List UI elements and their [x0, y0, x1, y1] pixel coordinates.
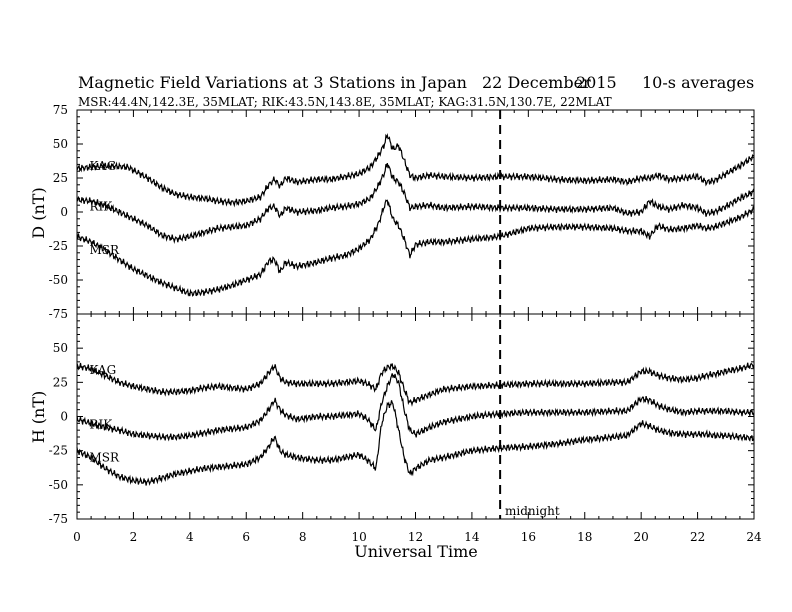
h-ytick-label: -25 — [49, 444, 68, 458]
d-series-label-msr: MSR — [89, 243, 120, 257]
d-series-msr — [76, 199, 755, 297]
d-panel-ylabel: D (nT) — [29, 187, 48, 238]
chart-date: 22 December — [482, 73, 591, 92]
x-tick-label: 22 — [690, 530, 705, 544]
d-ytick-label: 0 — [60, 205, 68, 219]
d-ytick-label: -50 — [49, 273, 68, 287]
h-ytick-label: -75 — [49, 512, 68, 526]
x-tick-label: 18 — [577, 530, 592, 544]
x-tick-label: 20 — [634, 530, 649, 544]
d-ytick-label: 25 — [53, 171, 68, 185]
chart-year: 2015 — [576, 73, 617, 92]
x-tick-label: 0 — [73, 530, 81, 544]
station-coordinates: MSR:44.4N,142.3E, 35MLAT; RIK:43.5N,143.… — [78, 95, 612, 109]
x-tick-label: 6 — [242, 530, 250, 544]
d-ytick-label: 50 — [53, 137, 68, 151]
d-series-label-rik: RIK — [89, 200, 113, 214]
h-ytick-label: 0 — [60, 410, 68, 424]
h-ytick-label: 50 — [53, 341, 68, 355]
x-tick-label: 24 — [746, 530, 762, 544]
h-series-rik — [76, 373, 755, 442]
d-series-rik — [76, 162, 755, 244]
chart-title: Magnetic Field Variations at 3 Stations … — [78, 73, 467, 92]
x-tick-label: 8 — [299, 530, 307, 544]
x-tick-label: 10 — [351, 530, 366, 544]
d-ytick-label: 75 — [53, 103, 68, 117]
d-series-kag — [76, 132, 755, 208]
d-ytick-label: -75 — [49, 307, 68, 321]
chart-averaging: 10-s averages — [642, 73, 754, 92]
h-series-kag — [76, 362, 755, 407]
d-series-label-kag: KAG — [89, 159, 116, 173]
d-panel-frame — [76, 109, 755, 315]
x-tick-label: 4 — [186, 530, 194, 544]
x-tick-label: 12 — [408, 530, 423, 544]
h-series-msr — [76, 400, 755, 486]
midnight-label: midnight — [505, 504, 560, 518]
x-axis-label: Universal Time — [354, 542, 477, 561]
d-ytick-label: -25 — [49, 239, 68, 253]
h-ytick-label: 25 — [53, 375, 68, 389]
h-series-label-rik: RIK — [89, 418, 113, 432]
h-series-label-msr: MSR — [89, 451, 120, 465]
h-ytick-label: -50 — [49, 478, 68, 492]
x-tick-label: 2 — [130, 530, 138, 544]
h-panel-frame — [76, 313, 755, 520]
h-series-label-kag: KAG — [89, 363, 116, 377]
x-tick-label: 14 — [464, 530, 480, 544]
x-tick-label: 16 — [521, 530, 536, 544]
h-panel-ylabel: H (nT) — [29, 391, 48, 444]
